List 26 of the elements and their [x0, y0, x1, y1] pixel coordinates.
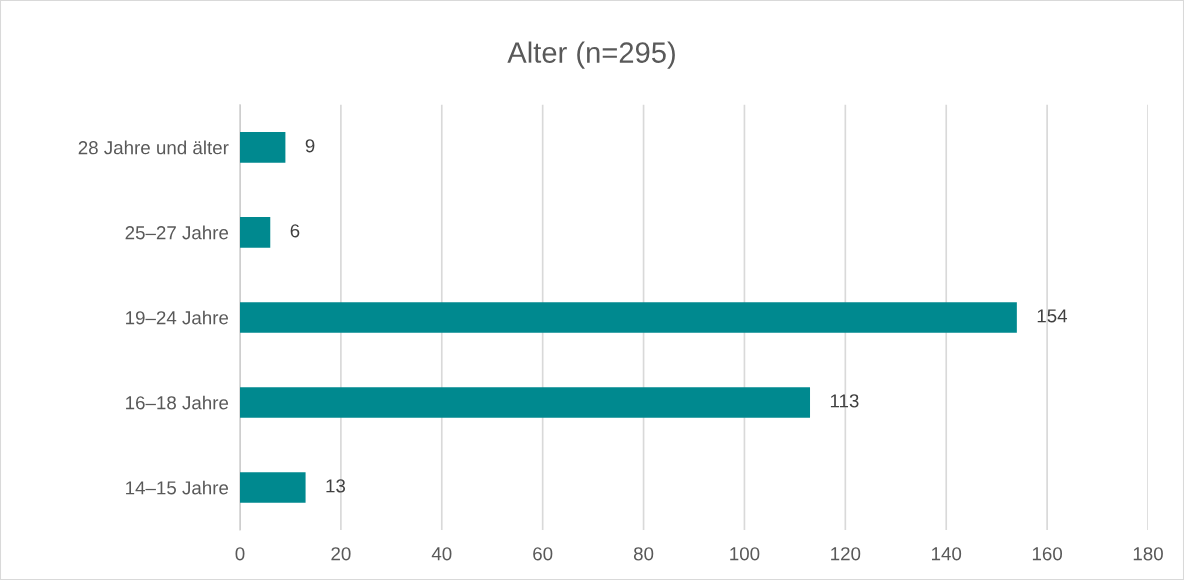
x-tick-label: 0	[235, 547, 245, 561]
y-tick-label: 19–24 Jahre	[126, 310, 229, 325]
bar	[240, 472, 306, 503]
y-tick-label: 14–15 Jahre	[126, 480, 229, 495]
bar	[240, 217, 271, 248]
y-tick-label: 28 Jahre und älter	[78, 140, 229, 155]
x-tick-label: 180	[1133, 547, 1163, 561]
data-label: 154	[1037, 309, 1068, 323]
bar	[240, 132, 286, 163]
x-tick-label: 60	[533, 547, 553, 561]
data-label: 6	[290, 224, 300, 238]
data-label: 9	[305, 139, 315, 153]
x-tick-label: 80	[633, 547, 654, 561]
bar	[240, 387, 811, 418]
data-label: 113	[830, 394, 859, 408]
x-tick-label: 160	[1032, 547, 1063, 561]
x-tick-label: 40	[431, 547, 452, 561]
x-tick-label: 20	[331, 547, 351, 561]
x-tick-label: 120	[831, 547, 861, 561]
bar	[240, 302, 1017, 333]
data-label: 13	[326, 479, 346, 493]
x-tick-label: 140	[932, 547, 962, 561]
chart-title: Alter (n=295)	[507, 41, 675, 69]
x-tick-label: 100	[730, 547, 760, 561]
y-tick-label: 16–18 Jahre	[126, 395, 229, 410]
y-tick-label: 25–27 Jahre	[125, 225, 229, 240]
